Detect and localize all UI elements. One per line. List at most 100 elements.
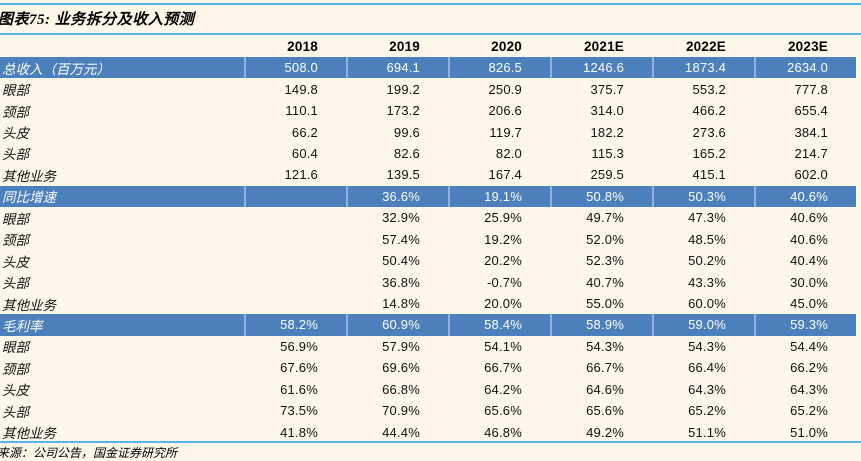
row-label: 颈部	[2, 361, 29, 377]
row-label: 头皮	[2, 254, 29, 270]
cell-value: 384.1	[794, 124, 828, 140]
cell-value: 52.0%	[586, 231, 624, 247]
cell-value: 214.7	[794, 145, 828, 161]
cell-value: 273.6	[692, 124, 726, 140]
table-row: 头皮 50.4% 20.2% 52.3% 50.2% 40.4%	[0, 250, 856, 271]
row-label: 头皮	[2, 383, 29, 399]
cell-value: 57.9%	[382, 338, 420, 354]
cell-value: 66.7%	[586, 360, 624, 376]
cell-value: 46.8%	[484, 424, 522, 440]
cell-value: 59.3%	[754, 314, 856, 336]
header-corner-cell	[0, 36, 244, 57]
table-header-row: 2018 2019 2020 2021E 2022E 2023E	[0, 36, 856, 57]
cell-value: 20.0%	[484, 296, 522, 312]
cell-value: 19.2%	[484, 231, 522, 247]
cell-value: 14.8%	[382, 296, 420, 312]
cell-value: 415.1	[692, 167, 726, 183]
table-row: 眼部 149.8 199.2 250.9 375.7 553.2 777.8	[0, 78, 856, 99]
bottom-rule-line	[0, 441, 861, 443]
column-header: 2020	[491, 39, 522, 54]
cell-value: 655.4	[794, 103, 828, 119]
column-header: 2019	[389, 39, 420, 54]
cell-value: 1873.4	[652, 57, 754, 79]
cell-value: 65.6%	[484, 403, 522, 419]
table-row: 头皮 66.2 99.6 119.7 182.2 273.6 384.1	[0, 121, 856, 142]
cell-value: 1246.6	[550, 57, 652, 79]
cell-value: 173.2	[386, 103, 420, 119]
cell-value: 43.3%	[688, 274, 726, 290]
cell-value: 466.2	[692, 103, 726, 119]
cell-value: 64.3%	[688, 381, 726, 397]
cell-value: 40.6%	[754, 185, 856, 208]
cell-value: 67.6%	[280, 360, 318, 376]
cell-value: 54.3%	[688, 338, 726, 354]
cell-value: 110.1	[285, 103, 318, 119]
cell-value: 694.1	[346, 57, 448, 79]
cell-value: 61.6%	[280, 381, 318, 397]
cell-value: 40.7%	[586, 274, 624, 290]
cell-value: 60.4	[291, 145, 318, 161]
cell-value: 30.0%	[790, 274, 828, 290]
cell-value: 57.4%	[382, 231, 420, 247]
cell-value: 55.0%	[586, 296, 624, 312]
row-label: 总收入（百万元）	[2, 61, 110, 77]
cell-value	[244, 185, 346, 208]
cell-value: 59.0%	[652, 314, 754, 336]
cell-value: 40.6%	[790, 210, 828, 226]
cell-value: 54.3%	[586, 338, 624, 354]
table-row: 其他业务 121.6 139.5 167.4 259.5 415.1 602.0	[0, 164, 856, 185]
row-label: 头部	[2, 404, 29, 420]
cell-value: 139.5	[386, 167, 420, 183]
cell-value: 73.5%	[280, 403, 318, 419]
section-row: 毛利率 58.2% 60.9% 58.4% 58.9% 59.0% 59.3%	[0, 314, 856, 336]
cell-value: 165.2	[692, 145, 726, 161]
row-label: 头部	[2, 276, 29, 292]
cell-value: 54.1%	[484, 338, 522, 354]
cell-value: 82.0	[495, 145, 522, 161]
cell-value: 508.0	[244, 57, 346, 79]
row-label: 同比增速	[2, 190, 56, 206]
cell-value: 66.8%	[382, 381, 420, 397]
column-header: 2021E	[583, 39, 624, 54]
table-row: 颈部 110.1 173.2 206.6 314.0 466.2 655.4	[0, 100, 856, 121]
cell-value: 2634.0	[754, 57, 856, 79]
cell-value: 51.0%	[790, 424, 828, 440]
table-row: 眼部 32.9% 25.9% 49.7% 47.3% 40.6%	[0, 207, 856, 228]
section-row: 总收入（百万元） 508.0 694.1 826.5 1246.6 1873.4 2634.…	[0, 57, 856, 79]
title-divider-line	[0, 33, 861, 35]
cell-value: 51.1%	[688, 424, 726, 440]
cell-value: 64.2%	[484, 381, 522, 397]
cell-value: 167.4	[488, 167, 522, 183]
column-header: 2018	[287, 39, 318, 54]
row-label: 其他业务	[2, 297, 56, 313]
cell-value: 121.6	[284, 167, 318, 183]
cell-value: 199.2	[386, 81, 420, 97]
cell-value: 206.6	[488, 103, 522, 119]
cell-value: 32.9%	[382, 210, 420, 226]
table-row: 头部 60.4 82.6 82.0 115.3 165.2 214.7	[0, 143, 856, 164]
row-label: 头皮	[2, 126, 29, 142]
cell-value: 49.2%	[586, 424, 624, 440]
top-rule-line	[0, 3, 861, 5]
cell-value: 50.4%	[382, 253, 420, 269]
cell-value: 40.6%	[790, 231, 828, 247]
row-label: 眼部	[2, 83, 29, 99]
cell-value: 36.8%	[382, 274, 420, 290]
cell-value: 375.7	[590, 81, 624, 97]
cell-value	[244, 250, 346, 271]
figure-title: 图表75: 业务拆分及收入预测	[0, 12, 195, 28]
section-row: 同比增速 36.6% 19.1% 50.8% 50.3% 40.6%	[0, 185, 856, 208]
cell-value: 64.6%	[586, 381, 624, 397]
cell-value: 52.3%	[586, 253, 624, 269]
cell-value	[244, 229, 346, 250]
cell-value: 49.7%	[586, 210, 624, 226]
cell-value	[244, 271, 346, 292]
cell-value: 50.2%	[688, 253, 726, 269]
cell-value: 50.3%	[652, 185, 754, 208]
table-row: 头部 36.8% -0.7% 40.7% 43.3% 30.0%	[0, 271, 856, 292]
row-label: 毛利率	[2, 318, 43, 334]
cell-value: 119.7	[489, 124, 522, 140]
cell-value: 41.8%	[280, 424, 318, 440]
column-header: 2022E	[685, 39, 726, 54]
cell-value: 58.2%	[244, 314, 346, 336]
